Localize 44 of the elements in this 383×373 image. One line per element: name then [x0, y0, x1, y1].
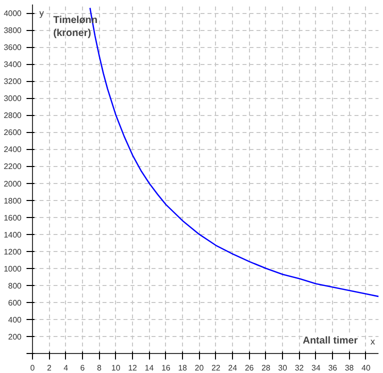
y-tick-label: 1600 — [4, 213, 22, 222]
x-tick-label: 12 — [128, 364, 138, 372]
x-tick-label: 4 — [64, 364, 69, 372]
x-tick-label: 26 — [244, 364, 254, 372]
x-tick-label: 38 — [344, 364, 354, 372]
y-tick-label: 2600 — [4, 128, 22, 138]
x-tick-label: 8 — [96, 364, 102, 372]
y-tick-label: 1000 — [4, 264, 22, 274]
x-tick-label: 20 — [194, 364, 204, 372]
x-tick-label: 24 — [228, 364, 238, 372]
y-tick-label: 3000 — [4, 94, 22, 104]
x-tick-label: 16 — [161, 364, 171, 372]
x-tick-label: 14 — [144, 364, 154, 372]
y-tick-label: 2200 — [4, 162, 22, 172]
y-tick-label: 1400 — [4, 230, 22, 240]
y-tick-label: 4000 — [4, 9, 22, 18]
x-tick-label: 30 — [278, 364, 288, 372]
y-tick-label: 200 — [8, 332, 22, 342]
y-tick-label: 800 — [8, 281, 22, 290]
x-tick-label: 40 — [362, 364, 371, 372]
x-axis-title: Antall timer — [302, 336, 358, 347]
annotation: y — [39, 8, 44, 18]
y-tick-label: 2400 — [4, 145, 22, 154]
x-tick-label: 32 — [294, 364, 304, 372]
x-tick-label: 6 — [80, 364, 86, 372]
annotation: x — [370, 336, 376, 347]
x-tick-label: 34 — [312, 364, 321, 372]
y-tick-label: 3200 — [4, 77, 22, 86]
x-tick-label: 2 — [46, 364, 52, 372]
x-tick-label: 0 — [30, 364, 36, 372]
y-tick-label: 3400 — [4, 60, 22, 70]
y-tick-label: 1800 — [4, 196, 22, 206]
x-tick-label: 36 — [328, 364, 338, 372]
y-tick-label: 2800 — [4, 111, 22, 120]
x-tick-label: 10 — [111, 364, 121, 372]
x-tick-label: 18 — [178, 364, 188, 372]
y-tick-label: 1200 — [4, 247, 22, 256]
y-tick-label: 2000 — [4, 179, 22, 188]
x-tick-label: 28 — [261, 364, 271, 372]
y-tick-label: 400 — [8, 315, 22, 324]
x-tick-label: 22 — [211, 364, 221, 372]
y-tick-label: 3600 — [4, 43, 22, 52]
y-tick-label: 3800 — [4, 26, 22, 36]
y-tick-label: 600 — [8, 298, 22, 308]
